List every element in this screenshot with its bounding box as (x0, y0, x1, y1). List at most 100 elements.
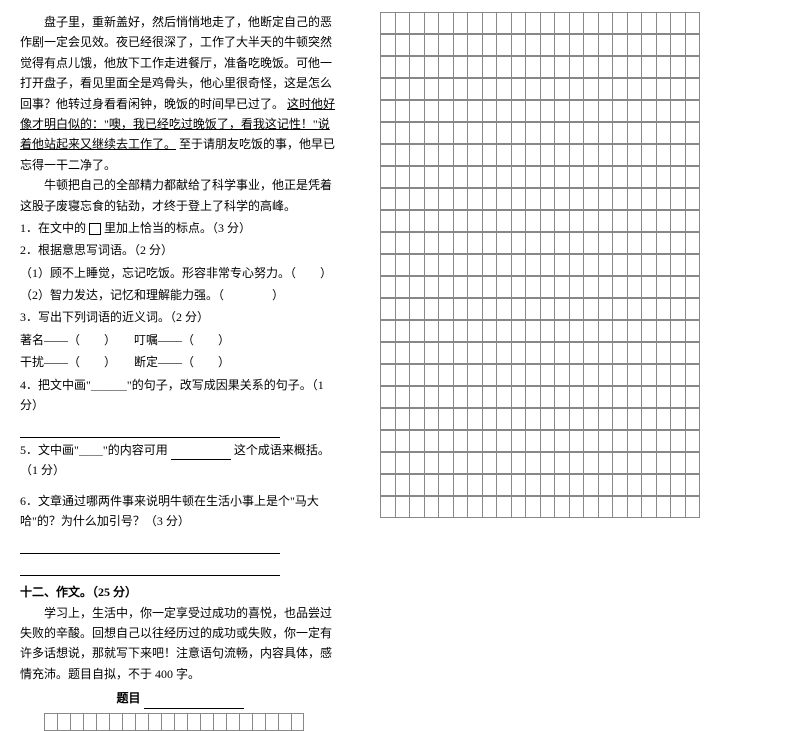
grid-cell[interactable] (512, 387, 527, 407)
grid-cell[interactable] (381, 409, 396, 429)
grid-cell[interactable] (642, 475, 657, 495)
grid-cell[interactable] (555, 35, 570, 55)
grid-cell[interactable] (526, 35, 541, 55)
grid-cell[interactable] (657, 255, 672, 275)
grid-cell[interactable] (541, 255, 556, 275)
grid-cell[interactable] (555, 233, 570, 253)
grid-cell[interactable] (512, 79, 527, 99)
grid-cell[interactable] (526, 233, 541, 253)
grid-cell[interactable] (599, 431, 614, 451)
grid-cell[interactable] (135, 713, 148, 731)
grid-cell[interactable] (613, 35, 628, 55)
grid-cell[interactable] (483, 57, 498, 77)
grid-cell[interactable] (410, 189, 425, 209)
grid-cell[interactable] (497, 387, 512, 407)
grid-cell[interactable] (570, 321, 585, 341)
grid-cell[interactable] (381, 321, 396, 341)
grid-cell[interactable] (541, 101, 556, 121)
grid-cell[interactable] (584, 431, 599, 451)
grid-cell[interactable] (657, 409, 672, 429)
grid-cell[interactable] (468, 365, 483, 385)
grid-cell[interactable] (613, 167, 628, 187)
grid-cell[interactable] (497, 475, 512, 495)
grid-cell[interactable] (483, 409, 498, 429)
grid-cell[interactable] (613, 321, 628, 341)
grid-cell[interactable] (439, 277, 454, 297)
grid-cell[interactable] (686, 497, 701, 517)
grid-cell[interactable] (686, 101, 701, 121)
grid-cell[interactable] (555, 409, 570, 429)
grid-cell[interactable] (381, 189, 396, 209)
grid-cell[interactable] (613, 123, 628, 143)
grid-cell[interactable] (410, 475, 425, 495)
grid-cell[interactable] (468, 233, 483, 253)
grid-cell[interactable] (396, 497, 411, 517)
grid-cell[interactable] (671, 233, 686, 253)
grid-cell[interactable] (454, 321, 469, 341)
grid-cell[interactable] (584, 233, 599, 253)
grid-cell[interactable] (642, 13, 657, 33)
grid-cell[interactable] (109, 713, 122, 731)
grid-cell[interactable] (497, 321, 512, 341)
grid-cell[interactable] (628, 431, 643, 451)
grid-cell[interactable] (381, 123, 396, 143)
grid-cell[interactable] (483, 13, 498, 33)
grid-cell[interactable] (584, 211, 599, 231)
grid-cell[interactable] (584, 101, 599, 121)
grid-cell[interactable] (410, 211, 425, 231)
grid-cell[interactable] (439, 233, 454, 253)
grid-cell[interactable] (613, 101, 628, 121)
grid-cell[interactable] (468, 145, 483, 165)
grid-cell[interactable] (686, 123, 701, 143)
grid-cell[interactable] (628, 409, 643, 429)
grid-cell[interactable] (526, 365, 541, 385)
grid-cell[interactable] (599, 79, 614, 99)
grid-cell[interactable] (512, 321, 527, 341)
grid-cell[interactable] (497, 79, 512, 99)
grid-cell[interactable] (541, 167, 556, 187)
grid-cell[interactable] (671, 211, 686, 231)
grid-cell[interactable] (497, 233, 512, 253)
grid-cell[interactable] (599, 189, 614, 209)
grid-cell[interactable] (628, 453, 643, 473)
grid-cell[interactable] (468, 431, 483, 451)
grid-cell[interactable] (410, 365, 425, 385)
grid-cell[interactable] (410, 409, 425, 429)
grid-cell[interactable] (671, 299, 686, 319)
grid-cell[interactable] (483, 35, 498, 55)
grid-cell[interactable] (454, 211, 469, 231)
grid-cell[interactable] (570, 277, 585, 297)
grid-cell[interactable] (555, 343, 570, 363)
grid-cell[interactable] (657, 57, 672, 77)
grid-cell[interactable] (497, 453, 512, 473)
grid-cell[interactable] (570, 255, 585, 275)
grid-cell[interactable] (657, 299, 672, 319)
grid-cell[interactable] (657, 123, 672, 143)
grid-cell[interactable] (483, 475, 498, 495)
grid-cell[interactable] (425, 277, 440, 297)
grid-cell[interactable] (686, 211, 701, 231)
grid-cell[interactable] (671, 365, 686, 385)
grid-cell[interactable] (483, 387, 498, 407)
grid-cell[interactable] (570, 167, 585, 187)
grid-cell[interactable] (570, 299, 585, 319)
grid-cell[interactable] (381, 475, 396, 495)
grid-cell[interactable] (642, 211, 657, 231)
grid-cell[interactable] (396, 387, 411, 407)
grid-cell[interactable] (642, 343, 657, 363)
grid-cell[interactable] (628, 299, 643, 319)
grid-cell[interactable] (584, 497, 599, 517)
grid-cell[interactable] (483, 233, 498, 253)
grid-cell[interactable] (483, 321, 498, 341)
grid-cell[interactable] (599, 211, 614, 231)
grid-cell[interactable] (512, 343, 527, 363)
grid-cell[interactable] (686, 167, 701, 187)
grid-cell[interactable] (584, 145, 599, 165)
grid-cell[interactable] (483, 145, 498, 165)
grid-cell[interactable] (599, 13, 614, 33)
grid-cell[interactable] (584, 453, 599, 473)
topic-blank[interactable] (144, 695, 244, 709)
grid-cell[interactable] (483, 211, 498, 231)
grid-cell[interactable] (396, 123, 411, 143)
grid-cell[interactable] (497, 365, 512, 385)
